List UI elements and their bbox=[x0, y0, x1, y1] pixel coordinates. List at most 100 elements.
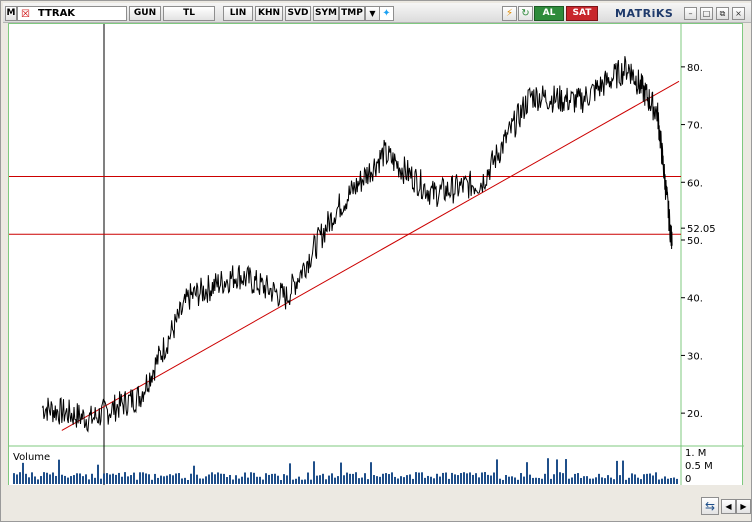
volume-bar bbox=[322, 473, 324, 484]
volume-scale-label: 0.5 M bbox=[685, 461, 713, 472]
volume-bar bbox=[304, 479, 306, 484]
close-button[interactable]: × bbox=[732, 7, 745, 20]
buy-button[interactable]: AL bbox=[534, 6, 564, 21]
minimize-button[interactable]: – bbox=[684, 7, 697, 20]
restore-button[interactable]: ⧉ bbox=[716, 7, 729, 20]
volume-bar bbox=[661, 478, 663, 484]
volume-bar bbox=[31, 472, 33, 484]
maximize-button[interactable]: □ bbox=[700, 7, 713, 20]
volume-bar bbox=[388, 474, 390, 484]
volume-bar bbox=[283, 474, 285, 484]
volume-bar bbox=[205, 476, 207, 484]
volume-bar bbox=[538, 477, 540, 484]
volume-bar bbox=[115, 474, 117, 484]
volume-bar bbox=[481, 472, 483, 484]
volume-bar bbox=[487, 474, 489, 484]
volume-bar bbox=[22, 462, 24, 484]
volume-bar bbox=[289, 463, 291, 484]
period-button[interactable]: GUN bbox=[129, 6, 161, 21]
volume-bar bbox=[427, 475, 429, 484]
volume-bar bbox=[445, 472, 447, 484]
volume-bar bbox=[256, 476, 258, 484]
volume-bar bbox=[298, 476, 300, 484]
volume-bar bbox=[520, 473, 522, 484]
volume-bar bbox=[460, 473, 462, 484]
volume-bar bbox=[379, 476, 381, 484]
y-tick-label: 30. bbox=[687, 351, 703, 362]
volume-bar bbox=[313, 461, 315, 484]
dropdown-icon[interactable]: ▼ bbox=[365, 6, 380, 21]
khn-button[interactable]: KHN bbox=[255, 6, 283, 21]
volume-bar bbox=[202, 478, 204, 484]
currency-button[interactable]: TL bbox=[163, 6, 215, 21]
volume-bar bbox=[442, 472, 444, 484]
volume-bar bbox=[550, 478, 552, 484]
scroll-right-icon[interactable]: ▶ bbox=[736, 499, 751, 514]
volume-bar bbox=[358, 478, 360, 484]
volume-bar bbox=[178, 473, 180, 484]
volume-bar bbox=[232, 479, 234, 484]
volume-bar bbox=[91, 473, 93, 484]
volume-bar bbox=[172, 475, 174, 484]
volume-bar bbox=[523, 476, 525, 484]
bottom-bar: ⇆ ◀ ▶ bbox=[3, 485, 751, 521]
volume-bar bbox=[376, 476, 378, 484]
volume-bar bbox=[592, 478, 594, 484]
volume-bar bbox=[646, 473, 648, 484]
volume-bar bbox=[535, 477, 537, 484]
flash-icon[interactable]: ⚡ bbox=[502, 6, 517, 21]
y-tick-label: 80. bbox=[687, 63, 703, 74]
volume-bar bbox=[70, 476, 72, 484]
twitter-icon[interactable]: ✦ bbox=[379, 6, 394, 21]
volume-bar bbox=[265, 473, 267, 484]
volume-bar bbox=[88, 479, 90, 484]
volume-bar bbox=[211, 472, 213, 484]
volume-bar bbox=[19, 472, 21, 484]
volume-bar bbox=[193, 465, 195, 484]
volume-bar bbox=[118, 472, 120, 484]
scroll-left-icon[interactable]: ◀ bbox=[721, 499, 736, 514]
refresh-icon[interactable]: ↻ bbox=[518, 6, 533, 21]
volume-bar bbox=[286, 475, 288, 484]
volume-bar bbox=[571, 477, 573, 484]
volume-bar bbox=[163, 476, 165, 484]
volume-bar bbox=[421, 472, 423, 484]
volume-bar bbox=[334, 477, 336, 484]
volume-bar bbox=[493, 472, 495, 484]
volume-bar bbox=[61, 474, 63, 484]
scale-button[interactable]: LIN bbox=[223, 6, 253, 21]
volume-bar bbox=[94, 477, 96, 484]
sell-button[interactable]: SAT bbox=[566, 6, 598, 21]
volume-bar bbox=[583, 476, 585, 484]
volume-bar bbox=[136, 479, 138, 484]
volume-bar bbox=[181, 478, 183, 484]
volume-bar bbox=[250, 472, 252, 484]
volume-bar bbox=[631, 473, 633, 484]
volume-bar bbox=[670, 478, 672, 484]
sync-icon[interactable]: ⇆ bbox=[701, 497, 719, 515]
template-button[interactable]: TMP bbox=[339, 6, 365, 21]
volume-bar bbox=[271, 473, 273, 484]
chart-area[interactable]: Volume 80. 70. 60. 52.05 50. 40. 30. 20. 1. M 0.5 … bbox=[8, 23, 744, 488]
volume-bar bbox=[40, 476, 42, 484]
volume-bar bbox=[280, 479, 282, 484]
symbol-field[interactable]: ☒ TTRAK bbox=[17, 6, 127, 21]
volume-bar bbox=[370, 462, 372, 484]
volume-bar bbox=[502, 479, 504, 484]
volume-bar bbox=[412, 478, 414, 484]
volume-bar bbox=[52, 472, 54, 484]
volume-bar bbox=[373, 475, 375, 484]
svd-button[interactable]: SVD bbox=[285, 6, 311, 21]
volume-bar bbox=[157, 477, 159, 484]
volume-bar bbox=[613, 479, 615, 484]
volume-bar bbox=[13, 473, 15, 484]
volume-bar bbox=[367, 479, 369, 484]
menu-button[interactable]: M bbox=[5, 6, 17, 21]
volume-bar bbox=[64, 475, 66, 484]
sym-button[interactable]: SYM bbox=[313, 6, 339, 21]
volume-bar bbox=[580, 477, 582, 484]
volume-label: Volume bbox=[13, 452, 50, 463]
volume-bar bbox=[85, 474, 87, 484]
volume-bar bbox=[268, 474, 270, 484]
